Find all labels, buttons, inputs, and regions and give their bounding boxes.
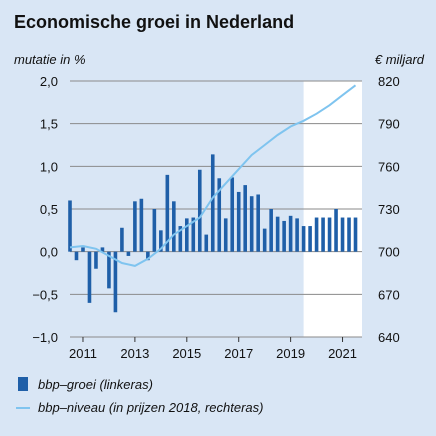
growth-bar: [185, 218, 189, 252]
growth-bar: [178, 226, 183, 252]
growth-bar: [256, 194, 260, 252]
right-tick-label: 760: [378, 159, 400, 174]
x-tick-label: 2019: [276, 346, 305, 361]
growth-bar: [243, 185, 247, 252]
left-axis-ticks: 2,0 1,5 1,0 0,5 0,0 −0,5 −1,0: [32, 74, 58, 345]
x-tick-label: 2013: [120, 346, 149, 361]
growth-bar: [340, 217, 345, 252]
right-tick-label: 820: [378, 74, 400, 89]
x-tick-label: 2017: [224, 346, 253, 361]
growth-bar: [191, 217, 196, 252]
right-axis-ticks: 820 790 760 730 700 670 640: [378, 74, 400, 345]
left-axis-unit: mutatie in %: [14, 52, 86, 67]
growth-bar: [327, 217, 332, 252]
growth-bar: [107, 251, 111, 289]
left-tick-label: 1,5: [40, 117, 58, 132]
growth-bar: [68, 200, 72, 252]
growth-bar: [146, 251, 150, 261]
growth-bar: [120, 227, 124, 252]
growth-bar: [81, 247, 85, 252]
growth-bar: [87, 251, 92, 303]
gridlines: [70, 80, 362, 338]
growth-bar: [210, 154, 215, 252]
growth-bar: [308, 226, 312, 252]
legend-bar-swatch: [18, 377, 28, 391]
x-tick-label: 2021: [328, 346, 357, 361]
growth-bar: [249, 196, 254, 252]
growth-bar: [126, 251, 131, 256]
left-tick-label: 1,0: [40, 159, 58, 174]
growth-bar: [321, 217, 325, 252]
growth-bar: [269, 209, 273, 252]
right-axis-unit: € miljard: [375, 52, 425, 67]
gdp-level-line: [69, 84, 357, 267]
growth-bar: [295, 218, 299, 252]
growth-bar: [347, 217, 351, 252]
legend-line-label: bbp–niveau (in prijzen 2018, rechteras): [38, 400, 263, 415]
growth-bar: [165, 174, 170, 252]
left-tick-label: 0,0: [40, 245, 58, 260]
growth-bar: [217, 178, 222, 252]
right-tick-label: 730: [378, 202, 400, 217]
growth-bar: [314, 217, 319, 252]
legend-bar-label: bbp–groei (linkeras): [38, 377, 153, 392]
growth-bar: [139, 198, 144, 252]
growth-bar: [133, 201, 137, 252]
right-tick-label: 670: [378, 287, 400, 302]
x-tick-label: 2011: [69, 346, 97, 361]
growth-bar: [197, 169, 202, 252]
growth-bar: [152, 209, 157, 252]
left-tick-label: −0,5: [32, 287, 58, 302]
left-tick-label: −1,0: [32, 330, 58, 345]
growth-bar: [223, 218, 228, 252]
growth-bars: [68, 154, 358, 313]
x-tick-label: 2015: [172, 346, 201, 361]
growth-bar: [94, 251, 98, 269]
growth-bar: [282, 220, 286, 252]
growth-bar: [353, 217, 358, 252]
right-tick-label: 700: [378, 245, 400, 260]
x-axis: 2011 2013 2015 2017 2019 2021: [69, 337, 357, 361]
legend: bbp–groei (linkeras) bbp–niveau (in prij…: [16, 377, 263, 415]
growth-bar: [334, 209, 338, 252]
growth-bar: [230, 177, 235, 252]
growth-bar: [262, 228, 267, 252]
growth-bar: [288, 215, 293, 252]
growth-bar: [113, 251, 118, 313]
growth-bar: [159, 230, 163, 252]
growth-bar: [74, 251, 79, 261]
right-tick-label: 640: [378, 330, 400, 345]
growth-bar: [236, 191, 241, 252]
chart-title: Economische groei in Nederland: [14, 12, 294, 32]
growth-bar: [100, 247, 105, 252]
left-tick-label: 0,5: [40, 202, 58, 217]
growth-bar: [275, 216, 280, 252]
right-tick-label: 790: [378, 117, 400, 132]
growth-bar: [204, 234, 209, 252]
left-tick-label: 2,0: [40, 74, 58, 89]
growth-bar: [301, 226, 306, 252]
growth-bar: [172, 201, 176, 252]
